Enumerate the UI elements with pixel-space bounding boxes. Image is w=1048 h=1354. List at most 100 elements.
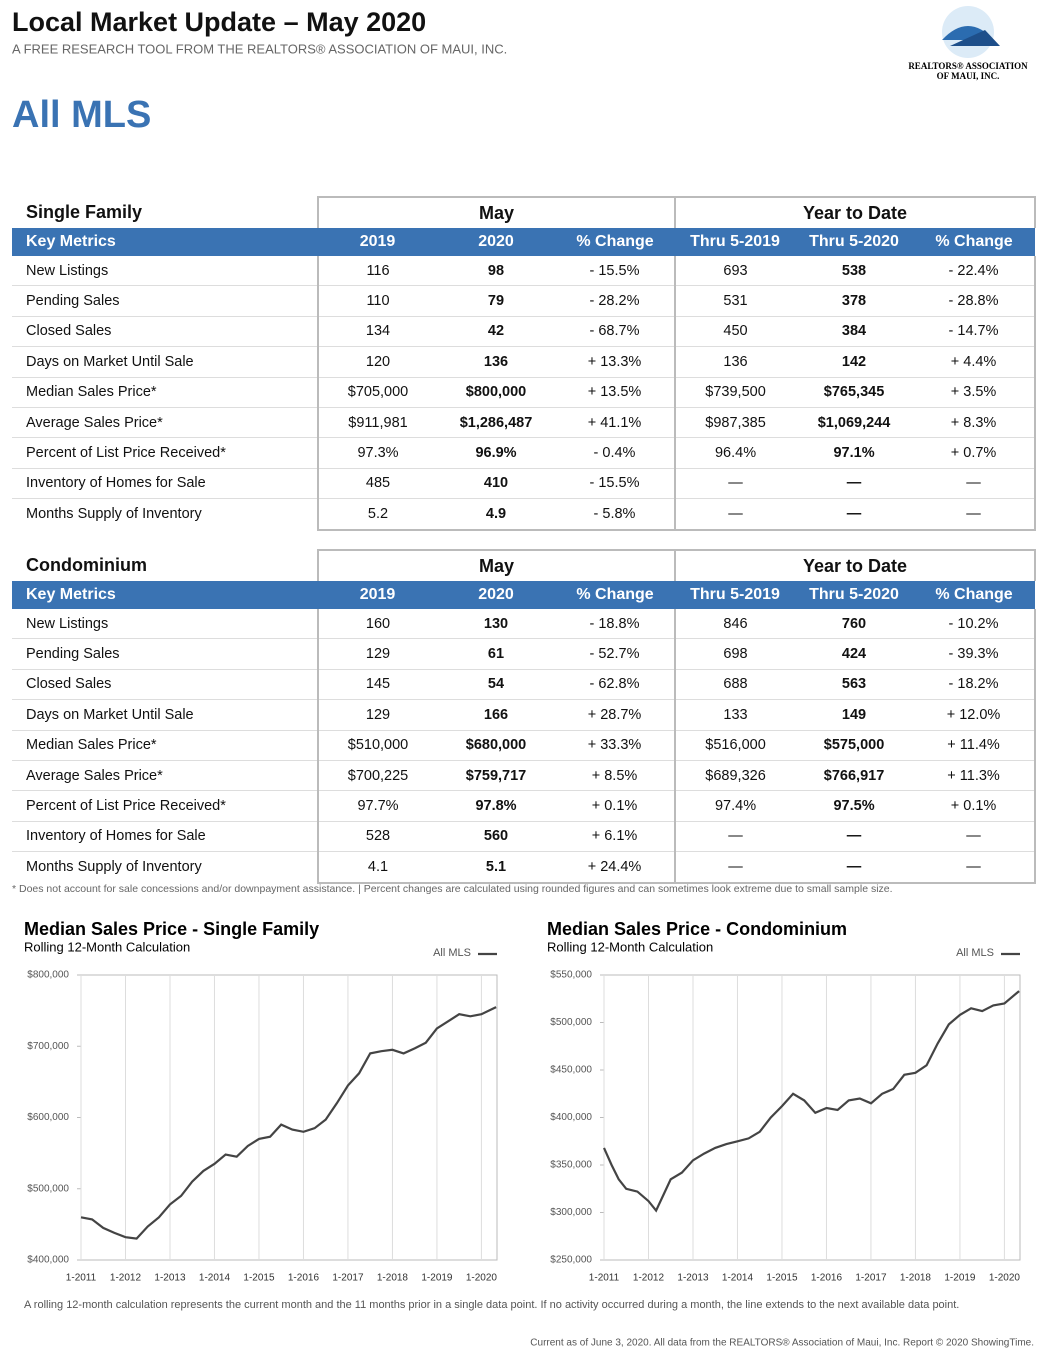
metric-value: + 33.3% xyxy=(555,730,676,761)
metric-value: 96.9% xyxy=(437,437,555,469)
x-tick-label: 1-2017 xyxy=(855,1273,887,1284)
y-tick-label: $500,000 xyxy=(550,1017,592,1028)
metric-value: + 24.4% xyxy=(555,851,676,884)
x-tick-label: 1-2013 xyxy=(677,1273,709,1284)
report-subtitle: A FREE RESEARCH TOOL FROM THE REALTORS® … xyxy=(12,41,507,56)
metric-value: — xyxy=(795,821,914,853)
metric-value: $987,385 xyxy=(674,407,796,439)
metric-name: Inventory of Homes for Sale xyxy=(12,821,318,853)
data-row: Days on Market Until Sale 120 136 + 13.3% 13… xyxy=(12,346,1037,378)
metric-value: 560 xyxy=(437,821,555,853)
metric-value: — xyxy=(913,468,1037,500)
legend-label: All MLS xyxy=(956,947,994,959)
metric-value: — xyxy=(674,468,796,500)
metric-value: $765,345 xyxy=(795,377,914,408)
column-header: Key Metrics xyxy=(12,228,318,256)
data-row: Average Sales Price* $700,225 $759,717 + 8.… xyxy=(12,760,1037,792)
metric-value: 97.1% xyxy=(795,437,914,469)
metric-value: 166 xyxy=(437,699,555,731)
column-header: Thru 5-2020 xyxy=(795,228,914,256)
metric-value: — xyxy=(795,468,914,500)
metric-value: 133 xyxy=(674,699,796,731)
metric-value: - 15.5% xyxy=(555,256,676,287)
metric-value: + 13.5% xyxy=(555,377,676,408)
metric-name: Closed Sales xyxy=(12,669,318,701)
metric-value: 485 xyxy=(317,468,437,500)
metric-value: + 0.7% xyxy=(913,437,1037,469)
metric-value: + 8.3% xyxy=(913,407,1037,439)
metric-value: 61 xyxy=(437,638,555,670)
metric-value: 149 xyxy=(795,699,914,731)
metric-value: + 4.4% xyxy=(913,346,1037,378)
x-tick-label: 1-2017 xyxy=(332,1273,364,1284)
metric-value: 4.1 xyxy=(317,851,437,884)
metric-value: 97.4% xyxy=(674,790,796,822)
metric-value: $705,000 xyxy=(317,377,437,408)
metric-value: 134 xyxy=(317,316,437,348)
metric-value: 130 xyxy=(437,609,555,640)
metric-value: — xyxy=(913,821,1037,853)
metric-value: $911,981 xyxy=(317,407,437,439)
metric-name: Pending Sales xyxy=(12,638,318,670)
column-header: 2019 xyxy=(318,581,437,609)
chart-subtitle: Rolling 12-Month Calculation xyxy=(24,939,190,954)
metric-value: 96.4% xyxy=(674,437,796,469)
metric-value: 4.9 xyxy=(437,498,555,531)
metric-value: - 52.7% xyxy=(555,638,676,670)
metric-value: 136 xyxy=(437,346,555,378)
metric-value: - 22.4% xyxy=(913,256,1037,287)
x-tick-label: 1-2016 xyxy=(811,1273,843,1284)
x-tick-label: 1-2018 xyxy=(900,1273,932,1284)
chart-subtitle: Rolling 12-Month Calculation xyxy=(547,939,713,954)
metric-value: 424 xyxy=(795,638,914,670)
y-tick-label: $700,000 xyxy=(27,1041,69,1052)
data-row: Average Sales Price* $911,981 $1,286,487 + … xyxy=(12,407,1037,439)
y-tick-label: $800,000 xyxy=(27,970,69,981)
metric-value: + 12.0% xyxy=(913,699,1037,731)
x-tick-label: 1-2019 xyxy=(944,1273,976,1284)
metric-value: + 41.1% xyxy=(555,407,676,439)
column-header: Thru 5-2019 xyxy=(675,581,796,609)
chart-title: Median Sales Price - Single Family xyxy=(24,919,319,939)
metric-value: 688 xyxy=(674,669,796,701)
metric-value: 145 xyxy=(317,669,437,701)
footer: Current as of June 3, 2020. All data fro… xyxy=(530,1338,1034,1349)
chart-title: Median Sales Price - Condominium xyxy=(547,919,847,939)
metric-value: 54 xyxy=(437,669,555,701)
metric-value: — xyxy=(674,821,796,853)
metric-value: - 62.8% xyxy=(555,669,676,701)
metric-name: Days on Market Until Sale xyxy=(12,346,318,378)
column-header: Key Metrics xyxy=(12,581,318,609)
metric-name: Percent of List Price Received* xyxy=(12,437,318,469)
group-header: Year to Date xyxy=(674,196,1037,228)
metric-value: 160 xyxy=(317,609,437,640)
logo-text: OF MAUI, INC. xyxy=(937,71,1000,81)
header-row: Key Metrics 2019 2020% Change Thru 5-2019 Th… xyxy=(12,228,1036,256)
group-header: May xyxy=(316,549,676,581)
plot-area xyxy=(80,974,498,1261)
metric-name: Closed Sales xyxy=(12,316,318,348)
metric-value: $759,717 xyxy=(437,760,555,792)
metric-name: Inventory of Homes for Sale xyxy=(12,468,318,500)
legend-label: All MLS xyxy=(433,947,471,959)
column-header: % Change xyxy=(913,581,1036,609)
metric-value: $680,000 xyxy=(437,730,555,761)
table-note: * Does not account for sale concessions … xyxy=(12,883,893,895)
metric-name: New Listings xyxy=(12,609,318,640)
metric-value: + 8.5% xyxy=(555,760,676,792)
y-tick-label: $500,000 xyxy=(27,1183,69,1194)
metric-name: Days on Market Until Sale xyxy=(12,699,318,731)
metric-value: 531 xyxy=(674,285,796,317)
metric-value: 97.5% xyxy=(795,790,914,822)
metric-value: $510,000 xyxy=(317,730,437,761)
y-tick-label: $400,000 xyxy=(550,1112,592,1123)
metric-value: 528 xyxy=(317,821,437,853)
metric-name: Pending Sales xyxy=(12,285,318,317)
metric-name: Months Supply of Inventory xyxy=(26,859,202,876)
x-tick-label: 1-2020 xyxy=(466,1273,498,1284)
metric-value: + 6.1% xyxy=(555,821,676,853)
metric-name: Months Supply of Inventory xyxy=(26,506,202,523)
metric-value: - 28.2% xyxy=(555,285,676,317)
x-tick-label: 1-2016 xyxy=(288,1273,320,1284)
